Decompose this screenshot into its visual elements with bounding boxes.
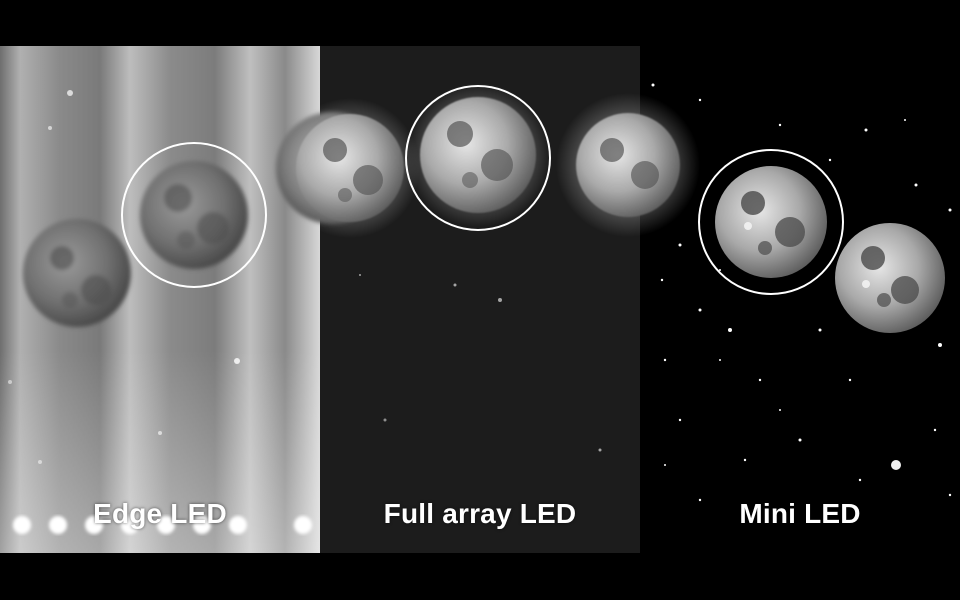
moon-icon xyxy=(140,161,248,269)
moon-icon xyxy=(406,83,550,227)
highlight-ring xyxy=(121,142,267,288)
stars xyxy=(8,83,952,502)
edge-led-lights xyxy=(13,516,312,534)
highlight-ring xyxy=(405,85,551,231)
moon-icon xyxy=(280,98,420,238)
highlight-ring xyxy=(698,149,844,295)
mini-led-label: Mini LED xyxy=(739,498,861,529)
edge-led-label: Edge LED xyxy=(93,498,227,529)
moon-icon xyxy=(556,93,700,237)
moon-icon xyxy=(835,223,945,333)
moon-icon xyxy=(23,219,131,327)
moon-icon xyxy=(715,166,827,278)
full-array-led-label: Full array LED xyxy=(383,498,577,529)
